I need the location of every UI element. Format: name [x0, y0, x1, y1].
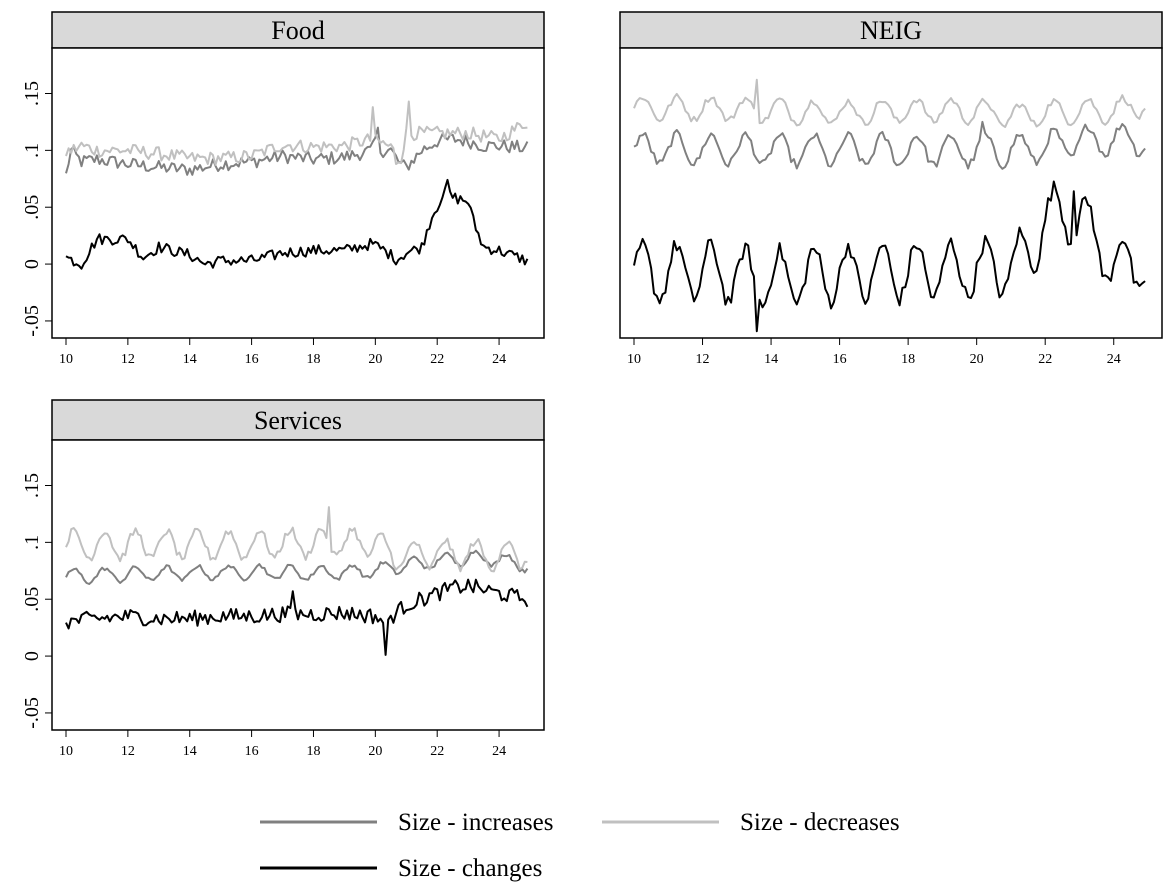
x-tick-label: 10: [59, 744, 73, 759]
legend-entry: Size - decreases: [602, 809, 900, 836]
series-line-size-decreases: [65, 100, 528, 166]
y-tick-label: .15: [21, 473, 43, 498]
x-tick-label: 22: [430, 352, 444, 367]
y-tick-label: 0: [21, 259, 43, 269]
y-tick-label: .1: [21, 535, 43, 550]
chart-panel-food: Food 10 12 14 16 18 20 22 24 -.05 0 .05 .1 .15: [21, 11, 545, 367]
series-line-size-changes: [65, 578, 529, 656]
legend-entry: Size - changes: [260, 855, 542, 882]
x-tick-label: 12: [121, 352, 135, 367]
chart-panel-neig: NEIG 10 12 14 16 18 20 22 24: [619, 11, 1163, 367]
x-tick-label: 24: [492, 352, 506, 367]
y-tick-label: .05: [21, 587, 43, 612]
y-tick-label: 0: [21, 651, 43, 661]
series-line-size-increases: [65, 549, 529, 585]
x-tick-label: 22: [1038, 352, 1052, 367]
y-tick-label: .15: [21, 81, 43, 106]
x-tick-label: 16: [833, 352, 847, 367]
x-tick-label: 20: [970, 352, 984, 367]
y-tick-label: .1: [21, 143, 43, 158]
plot-area: [51, 439, 545, 731]
x-tick-label: 24: [1107, 352, 1121, 367]
y-tick-label: -.05: [21, 305, 43, 337]
x-tick-label: 18: [306, 352, 320, 367]
x-tick-label: 10: [59, 352, 73, 367]
panel-title: Services: [254, 406, 342, 435]
legend-label: Size - changes: [398, 855, 542, 882]
series-line-size-decreases: [633, 78, 1146, 128]
x-tick-label: 10: [627, 352, 641, 367]
x-tick-label: 16: [245, 744, 259, 759]
chart-panel-services: Services 10 12 14 16 18 20 22 24 -.05 0 .05 .1 .15: [21, 399, 545, 759]
panel-title-strip: [51, 399, 545, 441]
x-tick-label: 24: [492, 744, 506, 759]
y-tick-label: .05: [21, 195, 43, 220]
legend-label: Size - decreases: [740, 809, 900, 836]
x-tick-label: 22: [430, 744, 444, 759]
series-line-size-changes: [65, 178, 529, 270]
legend-label: Size - increases: [398, 809, 553, 836]
x-tick-label: 12: [696, 352, 710, 367]
legend-entry: Size - increases: [260, 809, 553, 836]
x-tick-label: 20: [368, 744, 382, 759]
x-tick-label: 20: [368, 352, 382, 367]
x-tick-label: 16: [245, 352, 259, 367]
series-line-size-changes: [633, 180, 1146, 333]
x-tick-label: 14: [183, 352, 197, 367]
panel-title-strip: [51, 11, 545, 49]
x-tick-label: 18: [901, 352, 915, 367]
series-line-size-decreases: [65, 506, 528, 573]
x-tick-label: 12: [121, 744, 135, 759]
y-tick-label: -.05: [21, 697, 43, 729]
plot-area: [51, 47, 545, 339]
x-tick-label: 18: [306, 744, 320, 759]
panels-group: Food 10 12 14 16 18 20 22 24 -.05 0 .05 .1 .15 NEIG 10 1…: [21, 11, 1163, 759]
x-tick-label: 14: [183, 744, 197, 759]
plot-area: [619, 47, 1163, 339]
panel-title: Food: [271, 16, 324, 45]
x-tick-label: 14: [764, 352, 778, 367]
series-line-size-increases: [633, 120, 1146, 170]
panel-title: NEIG: [860, 16, 922, 45]
legend: Size - increases Size - decreases Size - c…: [260, 809, 900, 882]
